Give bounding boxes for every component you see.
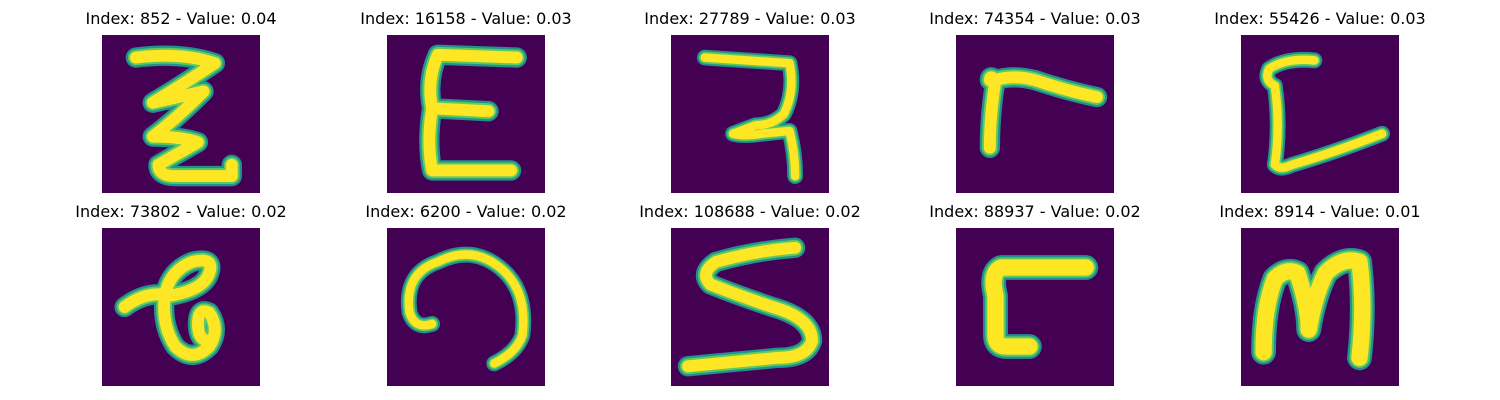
panel-title: Index: 16158 - Value: 0.03 — [360, 9, 572, 28]
panel-title: Index: 27789 - Value: 0.03 — [644, 9, 856, 28]
digit-image — [387, 228, 545, 386]
panel-title: Index: 8914 - Value: 0.01 — [1219, 202, 1421, 221]
glyph-strokes — [419, 44, 527, 181]
digit-image — [671, 228, 829, 386]
digit-image — [1241, 228, 1399, 386]
glyph-strokes — [981, 255, 1099, 359]
glyph-strokes — [400, 246, 532, 372]
digit-image — [102, 228, 260, 386]
digit-image — [956, 35, 1114, 193]
digit-image — [1241, 35, 1399, 193]
glyph-strokes — [1259, 51, 1390, 176]
glyph-strokes — [125, 45, 242, 187]
glyph-strokes — [677, 237, 823, 377]
panel-title: Index: 88937 - Value: 0.02 — [929, 202, 1141, 221]
glyph-strokes — [979, 67, 1108, 159]
panel-title: Index: 73802 - Value: 0.02 — [75, 202, 287, 221]
digit-image — [102, 35, 260, 193]
digit-image — [671, 35, 829, 193]
glyph-strokes — [696, 49, 804, 184]
glyph-strokes — [1251, 248, 1375, 371]
panel-title: Index: 74354 - Value: 0.03 — [929, 9, 1141, 28]
panel-title: Index: 108688 - Value: 0.02 — [639, 202, 861, 221]
digit-image — [387, 35, 545, 193]
panel-title: Index: 6200 - Value: 0.02 — [365, 202, 567, 221]
glyph-strokes — [114, 250, 225, 366]
digit-image — [956, 228, 1114, 386]
panel-title: Index: 55426 - Value: 0.03 — [1214, 9, 1426, 28]
panel-title: Index: 852 - Value: 0.04 — [85, 9, 277, 28]
